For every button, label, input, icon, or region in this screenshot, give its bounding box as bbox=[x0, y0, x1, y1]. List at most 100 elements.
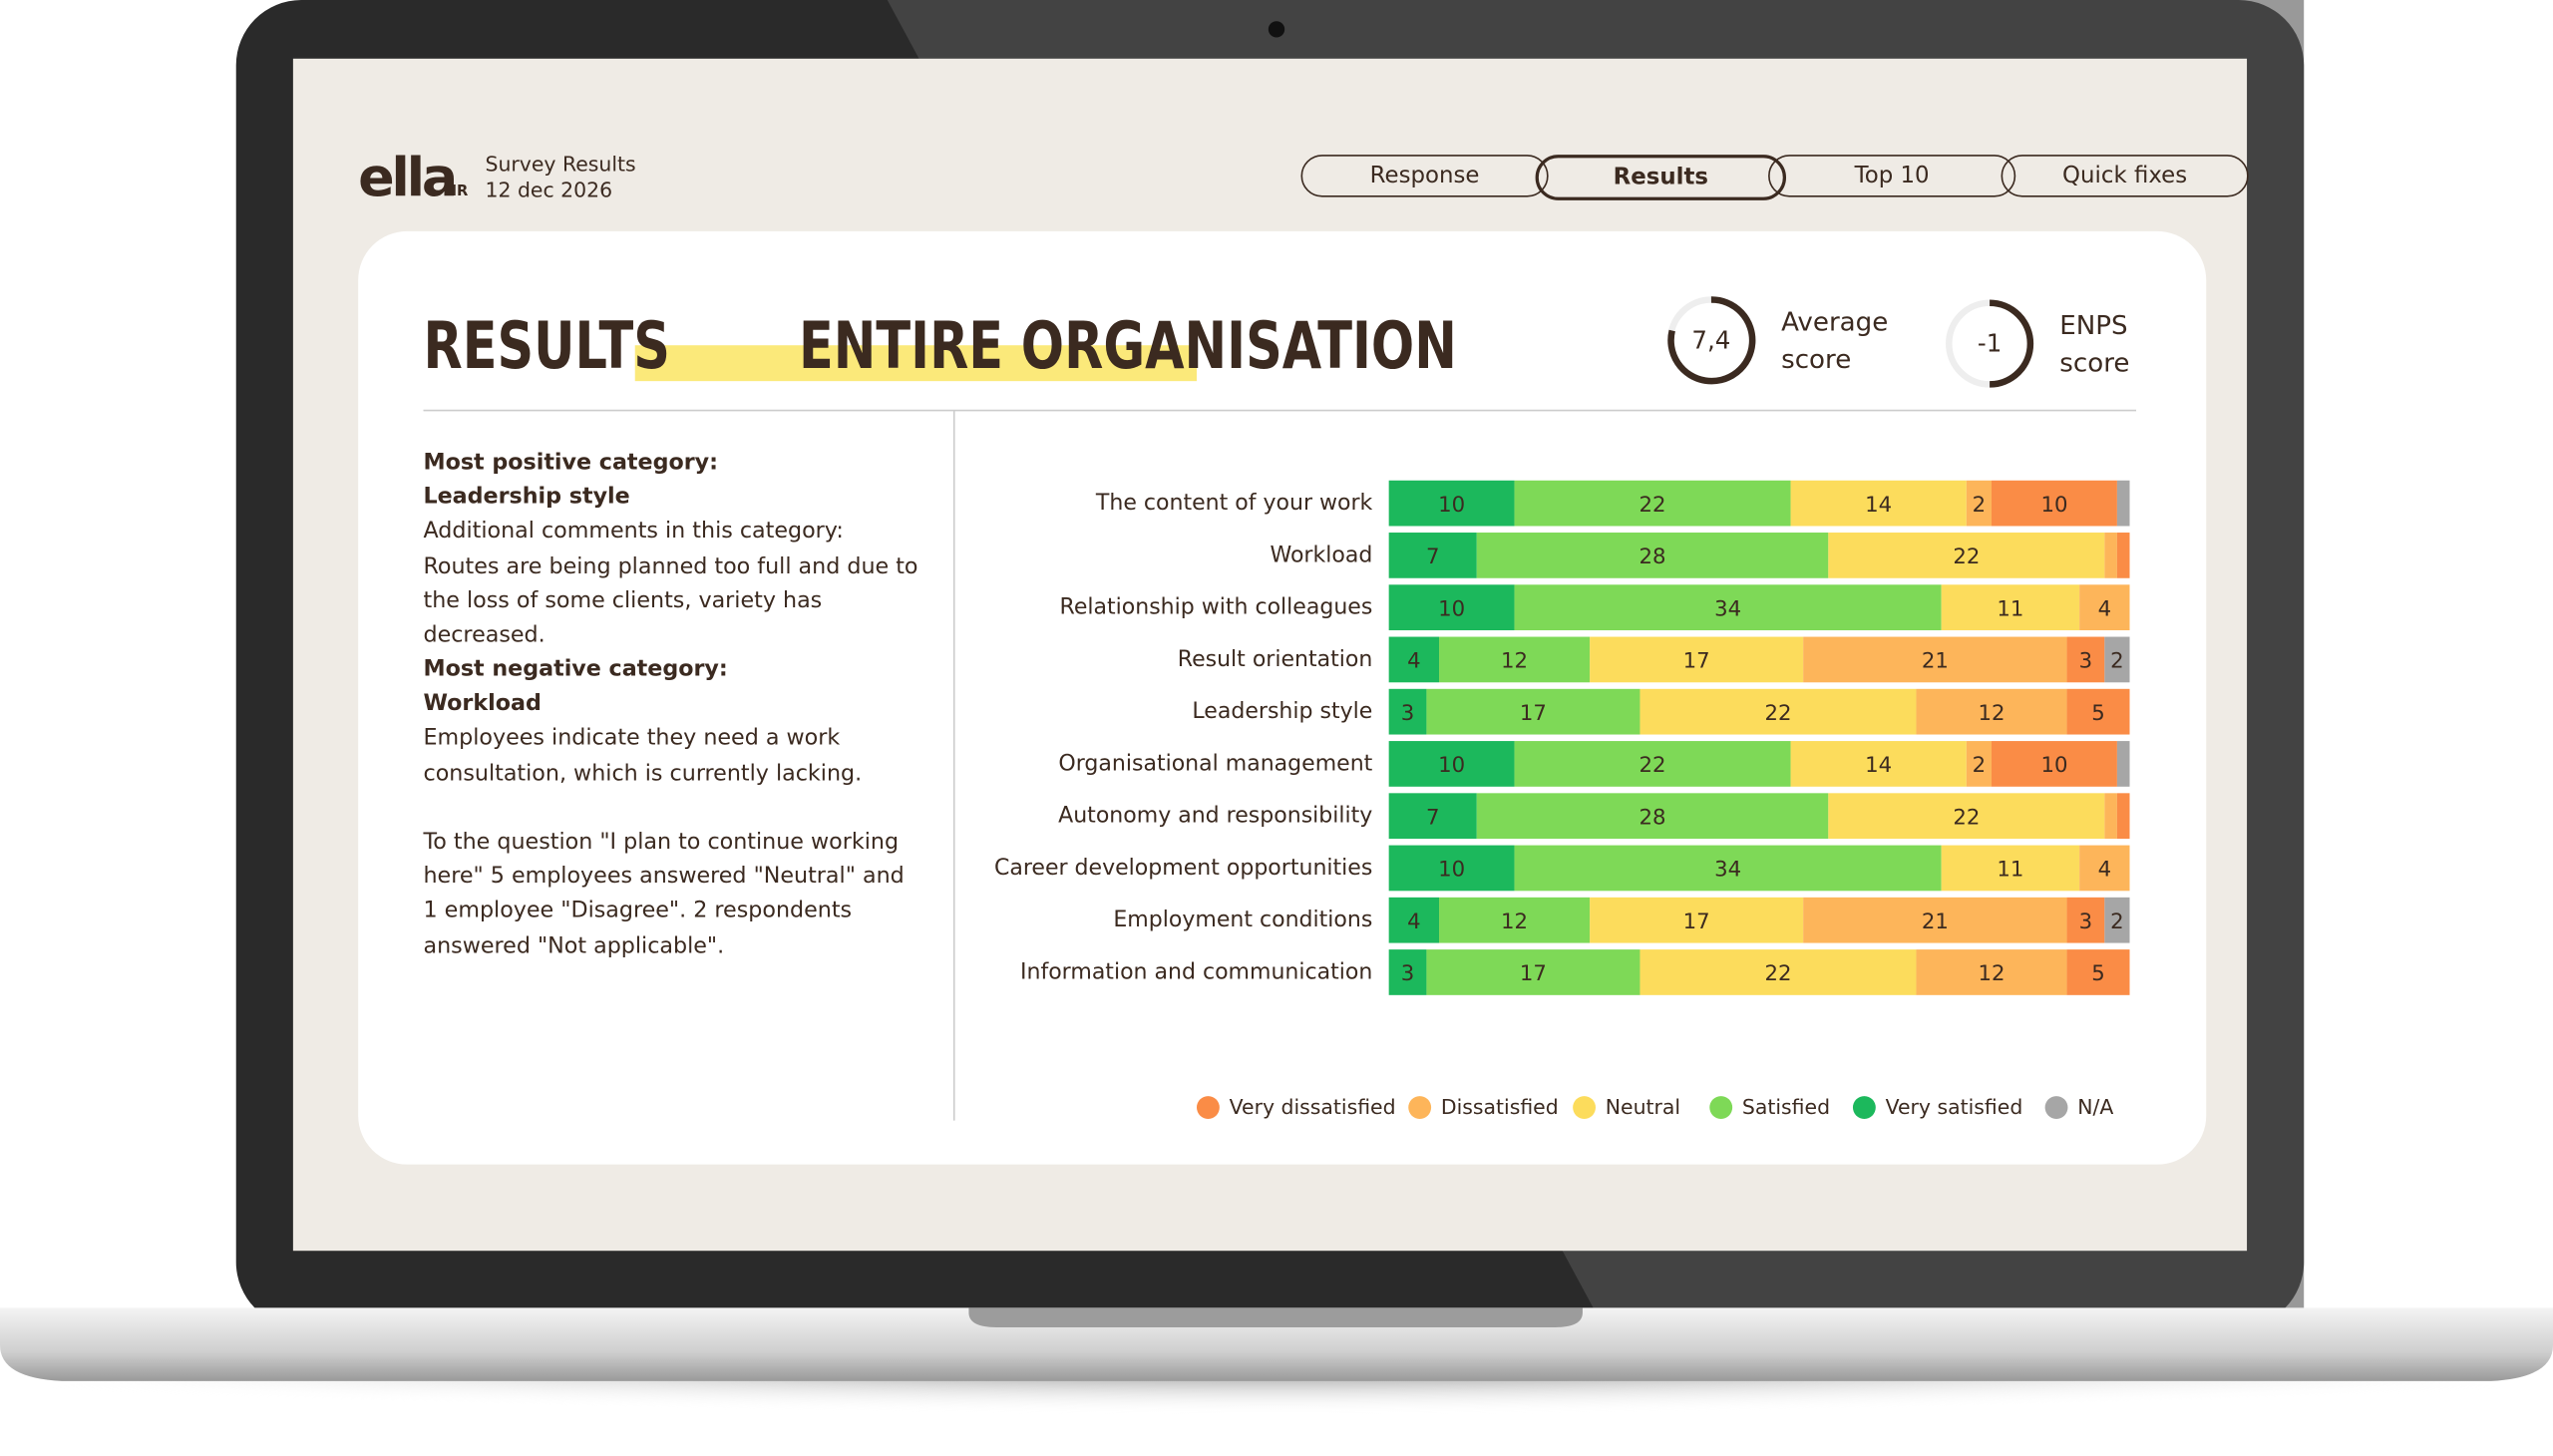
summary-text: To the question "I plan to continue work… bbox=[423, 829, 905, 959]
bar-segment bbox=[1590, 636, 1804, 683]
gauge-arc bbox=[1667, 296, 1756, 385]
data-label: 22 bbox=[1953, 805, 1980, 830]
data-label: 4 bbox=[2098, 596, 2112, 621]
data-label: 22 bbox=[1953, 545, 1980, 569]
bar-segment bbox=[1590, 897, 1804, 943]
legend-swatch bbox=[1709, 1096, 1733, 1119]
bar-segment bbox=[1992, 741, 2117, 787]
data-label: 2 bbox=[2110, 910, 2124, 934]
data-label: 3 bbox=[1401, 961, 1415, 986]
data-label: 28 bbox=[1640, 805, 1666, 830]
summary-text: Additional comments in this category: Ro… bbox=[423, 518, 918, 649]
bar-segment bbox=[1966, 480, 1993, 527]
data-label: 4 bbox=[1407, 910, 1421, 934]
bar-segment bbox=[2066, 897, 2105, 943]
data-label: 12 bbox=[1979, 961, 2006, 986]
data-label: 4 bbox=[2098, 858, 2112, 883]
data-label: 7 bbox=[1426, 805, 1440, 830]
data-label: 22 bbox=[1764, 701, 1791, 726]
data-label: 7 bbox=[1426, 545, 1440, 569]
bar-segment bbox=[1828, 793, 2105, 840]
summary-block: Most negative category: Workload Employe… bbox=[423, 653, 919, 792]
legend-swatch bbox=[2044, 1096, 2068, 1119]
nav-button[interactable]: Results bbox=[1535, 155, 1787, 200]
legend-swatch bbox=[1408, 1096, 1432, 1119]
data-label: 21 bbox=[1922, 910, 1949, 934]
bar-segment bbox=[2116, 741, 2130, 787]
date: 12 dec 2026 bbox=[486, 179, 613, 202]
bar-segment bbox=[1514, 741, 1791, 787]
bar-segment bbox=[1426, 949, 1641, 995]
category-label: Organisational management bbox=[1058, 751, 1372, 776]
category-label: Relationship with colleagues bbox=[1060, 595, 1373, 620]
score-value: -1 bbox=[1978, 329, 2002, 358]
legend-swatch bbox=[1852, 1096, 1876, 1119]
summary-category: Workload bbox=[423, 690, 542, 717]
category-label: Leadership style bbox=[1192, 699, 1372, 724]
base-notch bbox=[968, 1307, 1583, 1327]
bar-segment bbox=[2066, 688, 2130, 735]
bar-segment bbox=[1941, 845, 2080, 892]
data-label: 28 bbox=[1640, 545, 1666, 569]
category-label: Autonomy and responsibility bbox=[1058, 804, 1372, 829]
bar-segment bbox=[1803, 636, 2067, 683]
data-label: 12 bbox=[1979, 701, 2006, 726]
bar-segment bbox=[1388, 845, 1515, 892]
score-label: Average bbox=[1781, 308, 1888, 338]
data-label: 5 bbox=[2091, 961, 2105, 986]
legend-swatch bbox=[1573, 1096, 1596, 1119]
laptop-base bbox=[0, 1307, 2553, 1381]
data-label: 2 bbox=[1973, 493, 1987, 518]
page-title-highlight: ENTIRE ORGANISATION bbox=[799, 308, 1457, 384]
bar-segment bbox=[2116, 533, 2130, 578]
nav-button[interactable]: Response bbox=[1300, 155, 1549, 197]
data-label: 14 bbox=[1865, 753, 1892, 778]
bar-segment bbox=[2116, 480, 2130, 527]
chart: The content of your work 10 22 14 2 10Workloa… bbox=[994, 480, 2130, 1119]
bar-segment bbox=[1640, 949, 1917, 995]
bar-segment bbox=[1828, 533, 2105, 578]
bar-segment bbox=[1388, 533, 1477, 578]
bar-segment bbox=[1640, 688, 1917, 735]
bar-segment bbox=[2079, 845, 2130, 892]
bar-segment bbox=[1790, 741, 1967, 787]
data-label: 3 bbox=[2079, 649, 2093, 674]
bar-segment bbox=[1388, 741, 1515, 787]
data-label: 3 bbox=[2079, 910, 2093, 934]
title-highlight bbox=[634, 345, 1197, 382]
nav-button[interactable]: Quick fixes bbox=[2001, 155, 2249, 197]
bar-segment bbox=[1941, 584, 2080, 631]
gauge-arc bbox=[1990, 299, 2034, 388]
bar-segment bbox=[2104, 636, 2130, 683]
score-value: 7,4 bbox=[1691, 325, 1730, 354]
category-label: Information and communication bbox=[1020, 959, 1372, 984]
bar-segment bbox=[1514, 480, 1791, 527]
bar-segment bbox=[2104, 533, 2117, 578]
bar-segment bbox=[1916, 949, 2067, 995]
score-label: score bbox=[2059, 348, 2129, 378]
bar-segment bbox=[1388, 584, 1515, 631]
data-label: 17 bbox=[1683, 910, 1710, 934]
summary-block: Most positive category: Leadership style… bbox=[423, 446, 919, 653]
bar-segment bbox=[1966, 741, 1993, 787]
data-label: 34 bbox=[1714, 596, 1741, 621]
summary-heading: Most positive category: bbox=[423, 449, 718, 476]
legend-swatch bbox=[1196, 1096, 1220, 1119]
data-label: 10 bbox=[1438, 753, 1465, 778]
bar-segment bbox=[2079, 584, 2130, 631]
data-label: 10 bbox=[1438, 858, 1465, 883]
bar-segment bbox=[1803, 897, 2067, 943]
nav-button[interactable]: Top 10 bbox=[1768, 155, 2016, 197]
bar-segment bbox=[1388, 636, 1440, 683]
app-title: Survey Results bbox=[486, 152, 636, 176]
logo-sub: HR bbox=[445, 182, 469, 199]
data-label: 2 bbox=[2110, 649, 2124, 674]
bar-segment bbox=[1476, 533, 1829, 578]
data-label: 14 bbox=[1865, 493, 1892, 518]
data-label: 2 bbox=[1973, 753, 1987, 778]
bar-segment bbox=[2116, 793, 2130, 840]
legend-label: Very dissatisfied bbox=[1230, 1095, 1396, 1119]
bar-segment bbox=[1476, 793, 1829, 840]
